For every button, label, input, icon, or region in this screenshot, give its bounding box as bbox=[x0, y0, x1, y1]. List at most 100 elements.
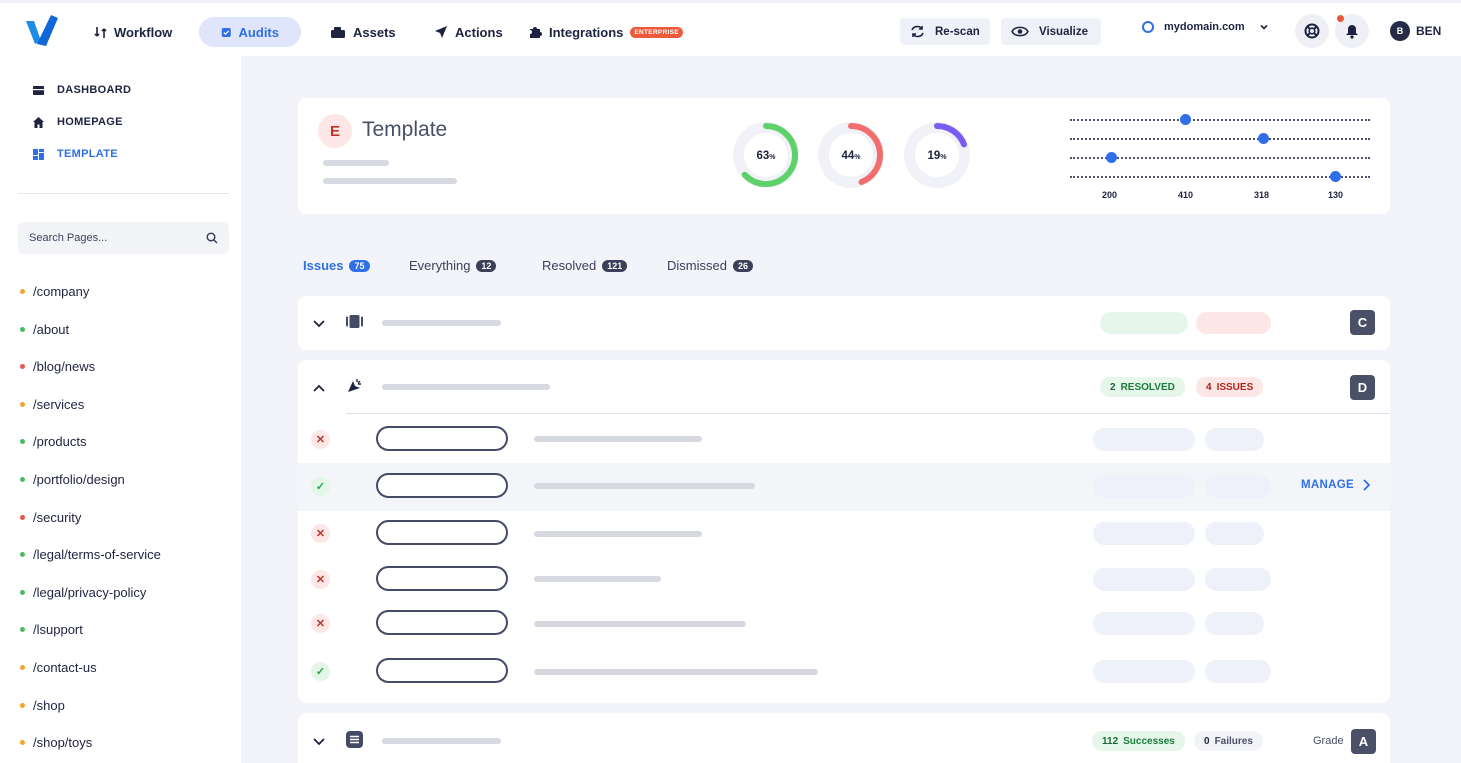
sidebar-item-template[interactable]: TEMPLATE bbox=[33, 148, 118, 160]
page-path: /about bbox=[33, 321, 70, 337]
user-name: BEN bbox=[1416, 24, 1442, 38]
slider-tick-label: 318 bbox=[1254, 190, 1270, 200]
top-navigation-bar: Workflow Audits Assets Actions Integrati… bbox=[0, 0, 1461, 56]
slider-knob[interactable] bbox=[1330, 171, 1341, 182]
resolved-pill: 2 RESOLVED bbox=[1100, 377, 1185, 397]
page-list-item[interactable]: /legal/terms-of-service bbox=[20, 547, 161, 562]
manage-link[interactable]: MANAGE bbox=[1301, 479, 1370, 491]
slider-track[interactable] bbox=[1070, 133, 1370, 144]
page-path: /products bbox=[33, 434, 87, 450]
sidebar-item-label: HOMEPAGE bbox=[57, 116, 123, 128]
tab-everything[interactable]: Everything 12 bbox=[409, 258, 497, 273]
placeholder-pill bbox=[1205, 475, 1271, 498]
placeholder-pill bbox=[1205, 428, 1264, 451]
user-menu[interactable]: B BEN bbox=[1390, 21, 1441, 41]
placeholder-pill bbox=[1205, 522, 1264, 545]
row-input[interactable] bbox=[376, 610, 508, 635]
fail-icon: ✕ bbox=[311, 430, 330, 449]
page-list-item[interactable]: /shop bbox=[20, 698, 65, 713]
gauge-arc bbox=[905, 123, 969, 187]
placeholder-pill bbox=[1205, 660, 1271, 683]
page-list-item[interactable]: /security bbox=[20, 510, 81, 525]
page-list-item[interactable]: /blog/news bbox=[20, 359, 95, 374]
avatar: B bbox=[1390, 21, 1410, 41]
row-input[interactable] bbox=[376, 520, 508, 545]
nav-workflow-label: Workflow bbox=[114, 24, 173, 40]
skeleton-line bbox=[323, 178, 457, 184]
successes-count: 112 bbox=[1102, 735, 1119, 747]
nav-assets[interactable]: Assets bbox=[330, 17, 396, 47]
status-dot bbox=[20, 665, 25, 670]
cursor-click-icon bbox=[348, 379, 361, 392]
page-list-item[interactable]: /lsupport bbox=[20, 622, 83, 637]
group-divider bbox=[346, 413, 1390, 414]
domain-selector[interactable]: mydomain.com bbox=[1142, 21, 1269, 33]
page-list-item[interactable]: /contact-us bbox=[20, 660, 97, 675]
visualize-button[interactable]: Visualize bbox=[1001, 18, 1101, 45]
rescan-button[interactable]: Re-scan bbox=[900, 18, 990, 45]
score-gauge: 63% bbox=[731, 120, 801, 190]
placeholder-pill bbox=[1093, 428, 1195, 451]
help-button[interactable] bbox=[1295, 14, 1329, 48]
page-list-item[interactable]: /portfolio/design bbox=[20, 472, 125, 487]
app-logo-icon[interactable] bbox=[24, 13, 60, 47]
nav-integrations[interactable]: Integrations ENTERPRISE bbox=[528, 17, 683, 47]
skeleton-line bbox=[534, 576, 661, 582]
template-icon bbox=[33, 148, 44, 160]
failures-count: 0 bbox=[1204, 735, 1210, 747]
page-list-item[interactable]: /legal/privacy-policy bbox=[20, 585, 146, 600]
slider-knob[interactable] bbox=[1180, 114, 1191, 125]
page-path: /security bbox=[33, 509, 82, 525]
chevron-up-icon[interactable] bbox=[312, 381, 326, 395]
slider-knob[interactable] bbox=[1106, 152, 1117, 163]
skeleton-line bbox=[534, 531, 702, 537]
nav-audits[interactable]: Audits bbox=[199, 17, 301, 47]
page-list-item[interactable]: /about bbox=[20, 322, 69, 337]
score-gauge: 44% bbox=[816, 120, 886, 190]
slider-track[interactable] bbox=[1070, 171, 1370, 182]
row-input[interactable] bbox=[376, 473, 508, 498]
tab-issues[interactable]: Issues 75 bbox=[303, 258, 370, 273]
successes-pill: 112 Successes bbox=[1092, 731, 1185, 751]
placeholder-pill bbox=[1093, 568, 1195, 591]
tab-dismissed[interactable]: Dismissed 26 bbox=[667, 258, 753, 273]
row-input[interactable] bbox=[376, 658, 508, 683]
sidebar-item-dashboard[interactable]: DASHBOARD bbox=[33, 84, 131, 96]
page-list-item[interactable]: /company bbox=[20, 284, 89, 299]
tab-label: Everything bbox=[409, 258, 471, 273]
row-input[interactable] bbox=[376, 566, 508, 591]
slider-track[interactable] bbox=[1070, 152, 1370, 163]
sidebar-item-homepage[interactable]: HOMEPAGE bbox=[33, 116, 123, 128]
nav-actions[interactable]: Actions bbox=[434, 17, 503, 47]
status-dot bbox=[20, 401, 25, 407]
home-icon bbox=[33, 116, 44, 128]
page-path: /legal/terms-of-service bbox=[33, 547, 161, 563]
chevron-down-icon[interactable] bbox=[312, 734, 326, 748]
slider-track[interactable] bbox=[1070, 114, 1370, 125]
gauge-value: 44% bbox=[816, 150, 886, 162]
page-title: Template bbox=[362, 118, 448, 141]
slider-knob[interactable] bbox=[1258, 133, 1269, 144]
page-list-item[interactable]: /products bbox=[20, 434, 86, 449]
issues-count: 4 bbox=[1206, 381, 1212, 393]
chevron-down-icon bbox=[1260, 24, 1268, 30]
gauge-ring bbox=[904, 122, 970, 188]
tab-resolved[interactable]: Resolved 121 bbox=[542, 258, 628, 273]
resolved-pill bbox=[1100, 312, 1188, 334]
status-dot bbox=[20, 740, 25, 746]
row-input[interactable] bbox=[376, 426, 508, 451]
slider-tick-label: 200 bbox=[1102, 190, 1118, 200]
chevron-down-icon[interactable] bbox=[312, 316, 326, 330]
sidebar-item-label: DASHBOARD bbox=[57, 84, 132, 96]
gauge-center bbox=[829, 133, 873, 177]
search-pages-input[interactable]: Search Pages... bbox=[18, 222, 229, 254]
chevron-right-icon bbox=[1363, 479, 1370, 491]
tab-count: 26 bbox=[732, 259, 753, 272]
eye-icon bbox=[1011, 26, 1029, 37]
issues-pill bbox=[1196, 312, 1271, 334]
nav-workflow[interactable]: Workflow bbox=[94, 17, 172, 47]
gauge-number: 63 bbox=[756, 150, 770, 162]
tab-label: Dismissed bbox=[667, 258, 727, 273]
page-list-item[interactable]: /shop/toys bbox=[20, 735, 92, 750]
page-list-item[interactable]: /services bbox=[20, 397, 84, 412]
